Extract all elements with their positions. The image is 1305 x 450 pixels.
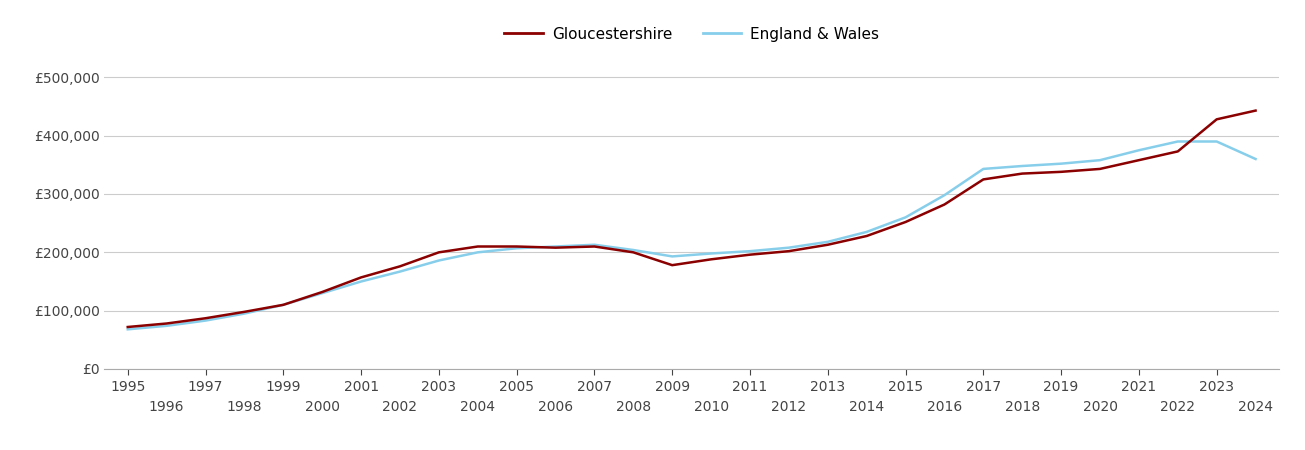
England & Wales [859,229,874,234]
Text: 2010: 2010 [693,400,728,414]
England & Wales [976,166,992,171]
Gloucestershire [1248,108,1263,113]
Text: 2002: 2002 [382,400,418,414]
Text: 2012: 2012 [771,400,806,414]
Text: 1998: 1998 [227,400,262,414]
Gloucestershire [354,274,369,280]
England & Wales [937,193,953,198]
Legend: Gloucestershire, England & Wales: Gloucestershire, England & Wales [499,21,885,48]
England & Wales [625,248,641,253]
Line: England & Wales: England & Wales [128,141,1255,329]
Text: 1996: 1996 [149,400,184,414]
Gloucestershire [1014,171,1030,176]
Gloucestershire [1092,166,1108,171]
England & Wales [898,215,913,220]
Gloucestershire [1208,117,1224,122]
Text: 2022: 2022 [1160,400,1195,414]
England & Wales [315,290,330,296]
Text: 2004: 2004 [461,400,496,414]
Gloucestershire [548,245,564,250]
Gloucestershire [159,321,175,326]
England & Wales [820,239,835,244]
England & Wales [120,327,136,332]
England & Wales [1092,158,1108,163]
England & Wales [586,242,602,248]
Gloucestershire [703,256,719,262]
England & Wales [197,318,213,323]
Gloucestershire [120,324,136,330]
England & Wales [743,248,758,254]
Gloucestershire [586,244,602,249]
England & Wales [236,311,252,316]
Text: 2000: 2000 [304,400,339,414]
Gloucestershire [898,219,913,225]
England & Wales [664,254,680,259]
England & Wales [782,245,797,250]
Gloucestershire [820,242,835,248]
England & Wales [470,250,485,255]
Text: 2014: 2014 [850,400,885,414]
Gloucestershire [1053,169,1069,175]
Gloucestershire [625,250,641,255]
England & Wales [159,323,175,328]
Gloucestershire [937,202,953,207]
Gloucestershire [1131,158,1147,163]
Gloucestershire [197,315,213,321]
Gloucestershire [275,302,291,307]
England & Wales [392,269,407,274]
Gloucestershire [392,264,407,269]
Line: Gloucestershire: Gloucestershire [128,111,1255,327]
Gloucestershire [1171,148,1186,154]
England & Wales [1171,139,1186,144]
Gloucestershire [509,244,525,249]
England & Wales [1131,148,1147,153]
England & Wales [509,246,525,251]
England & Wales [1014,163,1030,169]
Gloucestershire [431,250,446,255]
Gloucestershire [976,177,992,182]
Gloucestershire [315,289,330,295]
Gloucestershire [470,244,485,249]
Gloucestershire [236,309,252,315]
England & Wales [354,279,369,284]
Text: 2006: 2006 [538,400,573,414]
Text: 2020: 2020 [1083,400,1117,414]
England & Wales [1248,156,1263,162]
England & Wales [703,251,719,256]
England & Wales [548,244,564,249]
Gloucestershire [782,248,797,254]
Gloucestershire [743,252,758,257]
Gloucestershire [664,262,680,268]
England & Wales [1053,161,1069,166]
Text: 2018: 2018 [1005,400,1040,414]
Text: 2016: 2016 [927,400,962,414]
Text: 2024: 2024 [1238,400,1274,414]
England & Wales [1208,139,1224,144]
England & Wales [275,302,291,307]
Text: 2008: 2008 [616,400,651,414]
England & Wales [431,258,446,263]
Gloucestershire [859,233,874,238]
